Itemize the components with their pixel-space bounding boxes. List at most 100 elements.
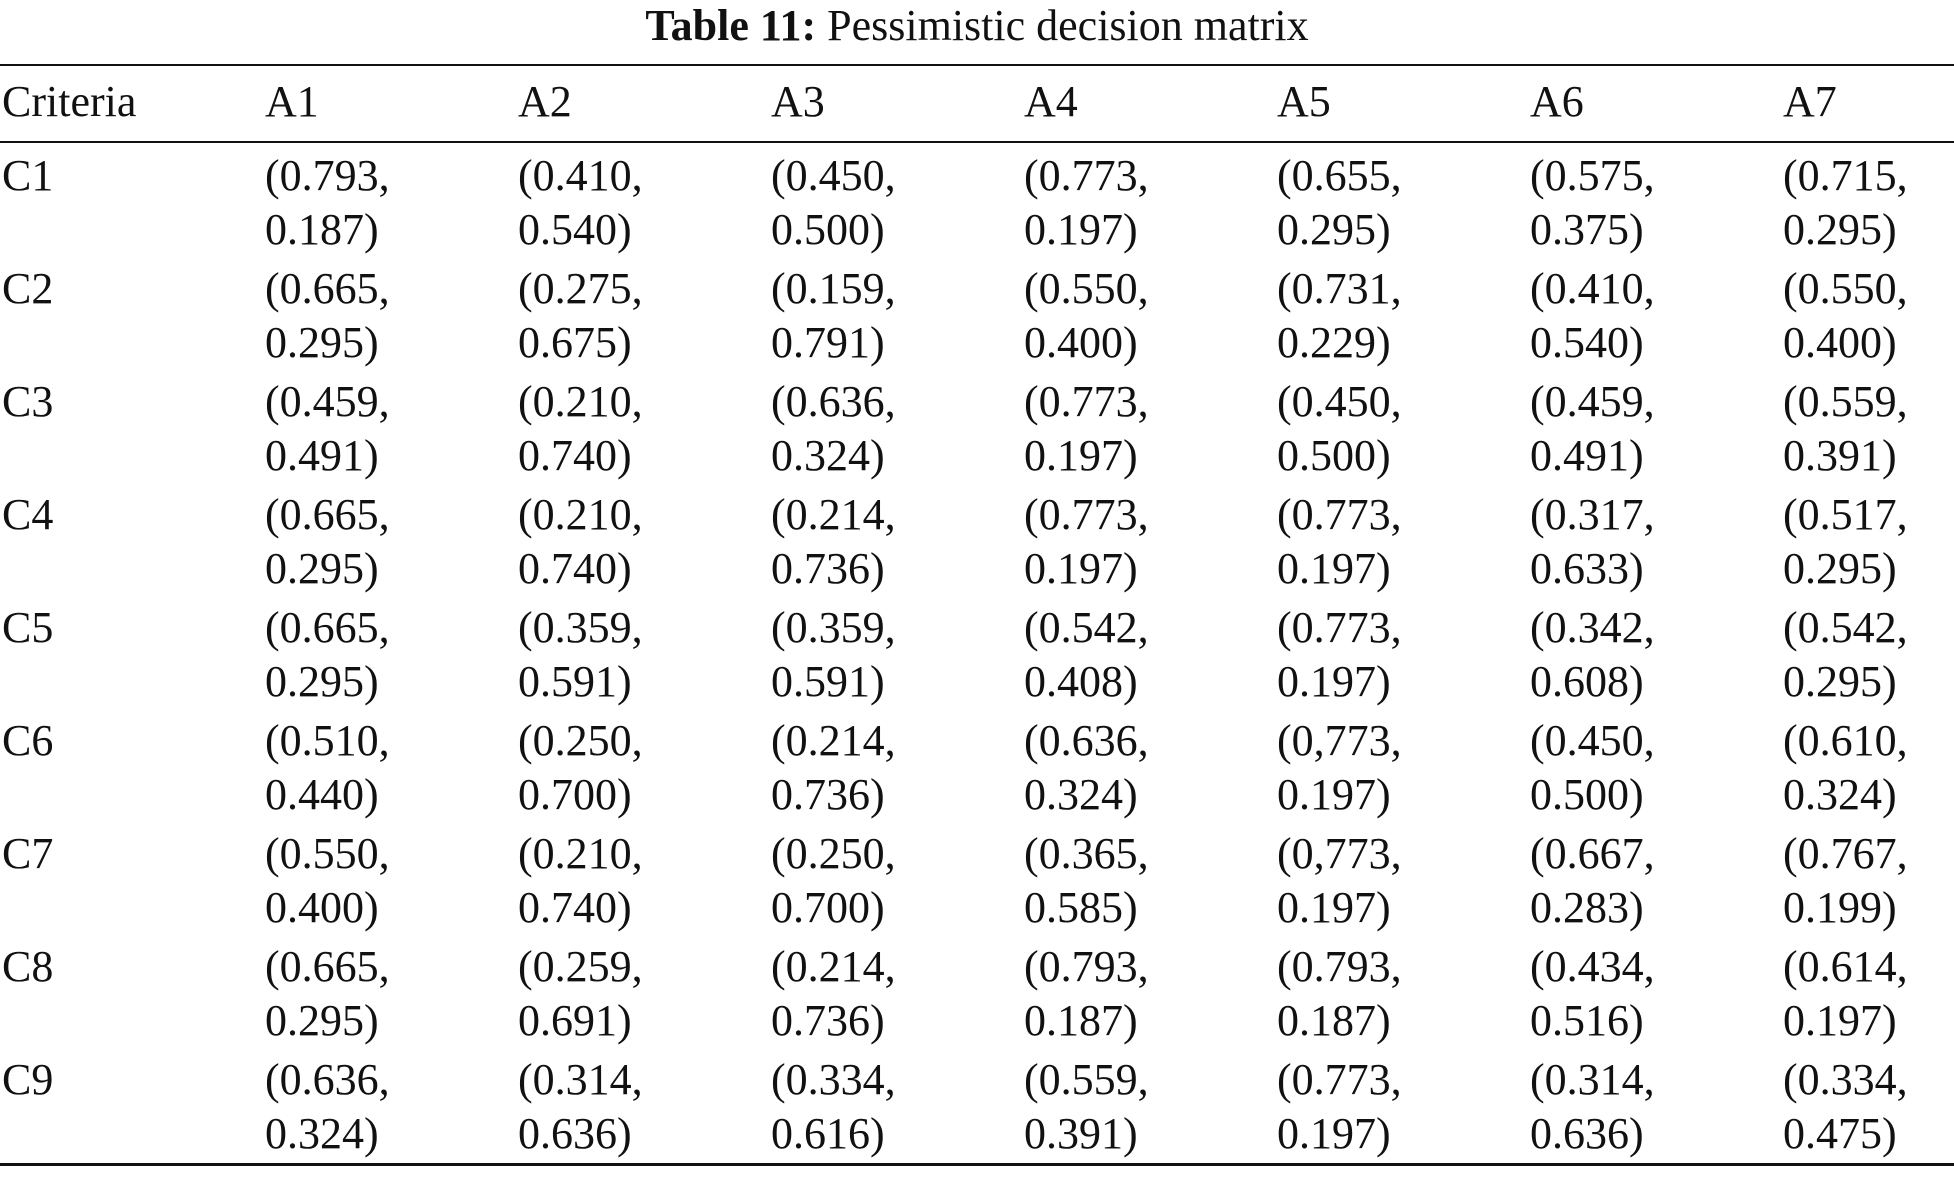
value-cell-line-second: 0.791)	[771, 318, 885, 367]
value-cell: (0.410, 0.540)	[516, 142, 769, 259]
table-row: C3 (0.459, 0.491) (0.210, 0.740) (0.636, 0.324…	[0, 372, 1954, 485]
table-header: Criteria A1 A2 A3 A4 A5 A6 A7	[0, 65, 1954, 142]
value-cell-line-first: (0.559,	[1783, 377, 1908, 426]
decision-matrix-table-container: Criteria A1 A2 A3 A4 A5 A6 A7 C1 (0.793, 0.187) (0…	[0, 64, 1954, 1166]
value-cell: (0.665, 0.295)	[263, 937, 516, 1050]
column-header-a4: A4	[1024, 77, 1078, 126]
value-cell-line-first: (0.410,	[1530, 264, 1655, 313]
value-cell: (0.334, 0.475)	[1781, 1050, 1954, 1165]
decision-matrix-table: Criteria A1 A2 A3 A4 A5 A6 A7 C1 (0.793, 0.187) (0…	[0, 64, 1954, 1166]
value-cell-line-first: (0.665,	[265, 942, 390, 991]
value-cell-line-first: (0.259,	[518, 942, 643, 991]
value-cell: (0.314, 0.636)	[1528, 1050, 1781, 1165]
value-cell-line-second: 0.324)	[1783, 770, 1897, 819]
value-cell: (0.434, 0.516)	[1528, 937, 1781, 1050]
value-cell-line-second: 0.608)	[1530, 657, 1644, 706]
value-cell: (0.793, 0.187)	[1275, 937, 1528, 1050]
value-cell-line-second: 0.391)	[1783, 431, 1897, 480]
criteria-cell: C6	[2, 716, 54, 765]
value-cell-line-first: (0.214,	[771, 716, 896, 765]
table-row: C1 (0.793, 0.187) (0.410, 0.540) (0.450, 0.500…	[0, 142, 1954, 259]
value-cell-line-second: 0.197)	[1783, 996, 1897, 1045]
value-cell: (0.359, 0.591)	[516, 598, 769, 711]
value-cell: (0.210, 0.740)	[516, 372, 769, 485]
value-cell-line-second: 0.736)	[771, 996, 885, 1045]
value-cell-line-second: 0.295)	[1783, 544, 1897, 593]
value-cell: (0.450, 0.500)	[769, 142, 1022, 259]
value-cell-line-second: 0.636)	[518, 1109, 632, 1158]
value-cell-line-second: 0.283)	[1530, 883, 1644, 932]
value-cell-line-first: (0.793,	[265, 151, 390, 200]
value-cell: (0.665, 0.295)	[263, 598, 516, 711]
value-cell-line-first: (0.773,	[1024, 151, 1149, 200]
value-cell-line-first: (0.773,	[1277, 490, 1402, 539]
value-cell-line-second: 0.197)	[1024, 205, 1138, 254]
criteria-cell: C9	[2, 1055, 54, 1104]
table-caption: Table 11: Pessimistic decision matrix	[0, 2, 1954, 50]
value-cell: (0.159, 0.791)	[769, 259, 1022, 372]
column-header-criteria: Criteria	[2, 77, 137, 126]
value-cell-line-second: 0.700)	[518, 770, 632, 819]
value-cell-line-first: (0.767,	[1783, 829, 1908, 878]
column-header-a7: A7	[1783, 77, 1837, 126]
value-cell-line-first: (0.434,	[1530, 942, 1655, 991]
value-cell-line-second: 0.500)	[771, 205, 885, 254]
value-cell: (0.614, 0.197)	[1781, 937, 1954, 1050]
value-cell-line-first: (0.550,	[1783, 264, 1908, 313]
value-cell: (0.665, 0.295)	[263, 485, 516, 598]
value-cell-line-second: 0.400)	[1024, 318, 1138, 367]
value-cell-line-first: (0.275,	[518, 264, 643, 313]
value-cell-line-second: 0.740)	[518, 431, 632, 480]
value-cell-line-first: (0.250,	[771, 829, 896, 878]
value-cell-line-second: 0.197)	[1277, 1109, 1391, 1158]
value-cell: (0.210, 0.740)	[516, 824, 769, 937]
value-cell-line-first: (0.665,	[265, 603, 390, 652]
table-row: C9 (0.636, 0.324) (0.314, 0.636) (0.334, 0.616…	[0, 1050, 1954, 1165]
value-cell-line-first: (0.773,	[1277, 603, 1402, 652]
table-row: C7 (0.550, 0.400) (0.210, 0.740) (0.250, 0.700…	[0, 824, 1954, 937]
value-cell-line-second: 0.295)	[1783, 657, 1897, 706]
value-cell-line-first: (0.359,	[518, 603, 643, 652]
value-cell: (0.365, 0.585)	[1022, 824, 1275, 937]
value-cell-line-second: 0.199)	[1783, 883, 1897, 932]
value-cell: (0.667, 0.283)	[1528, 824, 1781, 937]
value-cell-line-first: (0.773,	[1277, 1055, 1402, 1104]
table-row: C2 (0.665, 0.295) (0.275, 0.675) (0.159, 0.791…	[0, 259, 1954, 372]
value-cell: (0.510, 0.440)	[263, 711, 516, 824]
value-cell-line-second: 0.324)	[771, 431, 885, 480]
value-cell: (0.342, 0.608)	[1528, 598, 1781, 711]
value-cell: (0.550, 0.400)	[263, 824, 516, 937]
value-cell: (0.210, 0.740)	[516, 485, 769, 598]
value-cell: (0.773, 0.197)	[1275, 598, 1528, 711]
value-cell: (0.450, 0.500)	[1275, 372, 1528, 485]
value-cell-line-second: 0.408)	[1024, 657, 1138, 706]
value-cell: (0.250, 0.700)	[769, 824, 1022, 937]
value-cell-line-second: 0.295)	[265, 544, 379, 593]
value-cell: (0.550, 0.400)	[1022, 259, 1275, 372]
criteria-cell: C8	[2, 942, 54, 991]
value-cell: (0.773, 0.197)	[1022, 485, 1275, 598]
value-cell-line-first: (0.214,	[771, 942, 896, 991]
value-cell-line-first: (0.665,	[265, 490, 390, 539]
value-cell: (0.575, 0.375)	[1528, 142, 1781, 259]
value-cell-line-second: 0.540)	[1530, 318, 1644, 367]
criteria-cell: C4	[2, 490, 54, 539]
value-cell-line-second: 0.197)	[1277, 770, 1391, 819]
value-cell-line-first: (0.793,	[1024, 942, 1149, 991]
value-cell-line-first: (0.731,	[1277, 264, 1402, 313]
value-cell: (0.636, 0.324)	[1022, 711, 1275, 824]
criteria-cell: C5	[2, 603, 54, 652]
header-row: Criteria A1 A2 A3 A4 A5 A6 A7	[0, 65, 1954, 142]
value-cell-line-first: (0.636,	[771, 377, 896, 426]
value-cell-line-first: (0.365,	[1024, 829, 1149, 878]
column-header-a1: A1	[265, 77, 319, 126]
value-cell: (0,773, 0.197)	[1275, 711, 1528, 824]
criteria-cell: C7	[2, 829, 54, 878]
value-cell-line-second: 0.197)	[1277, 544, 1391, 593]
value-cell-line-second: 0.500)	[1277, 431, 1391, 480]
value-cell-line-first: (0.410,	[518, 151, 643, 200]
value-cell: (0.359, 0.591)	[769, 598, 1022, 711]
value-cell-line-second: 0.391)	[1024, 1109, 1138, 1158]
value-cell: (0.636, 0.324)	[769, 372, 1022, 485]
value-cell-line-first: (0.542,	[1783, 603, 1908, 652]
